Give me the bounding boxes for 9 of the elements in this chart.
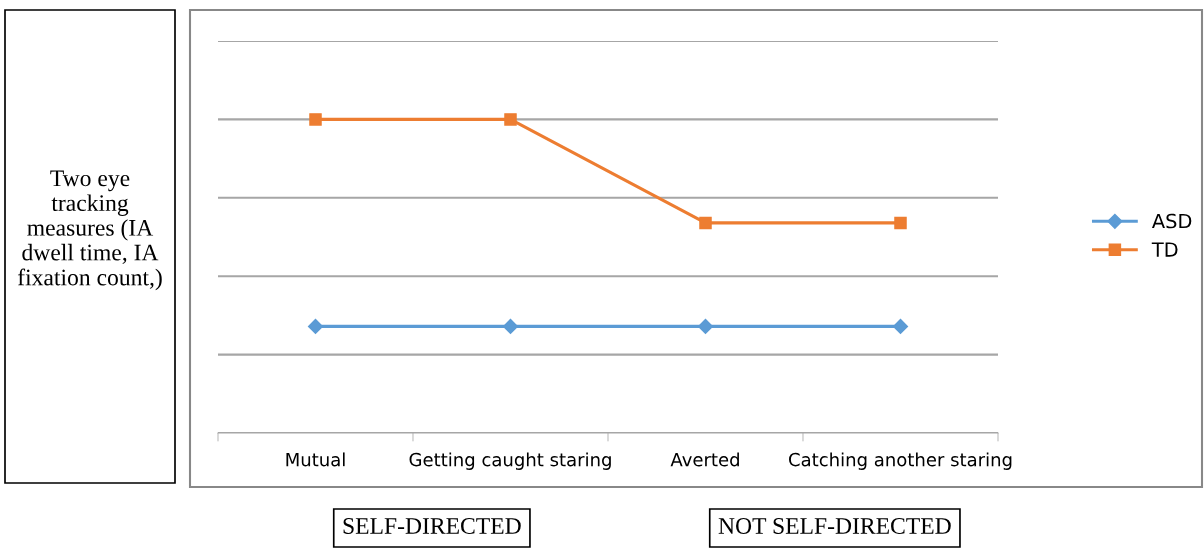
y-axis-title: Two eye tracking measures (IA dwell time, IA fixation count,) [17,170,162,291]
x-tick-label: Averted [670,452,739,467]
legend-label: TD [1151,242,1178,257]
legend-label: ASD [1151,213,1192,229]
text: NOT SELF-DIRECTED [718,518,951,534]
text: SELF-DIRECTED [343,518,521,534]
x-tick-label: Getting caught staring [409,452,611,470]
x-tick-label: Catching another staring [789,452,1012,470]
x-tick-label: Mutual [286,452,345,467]
